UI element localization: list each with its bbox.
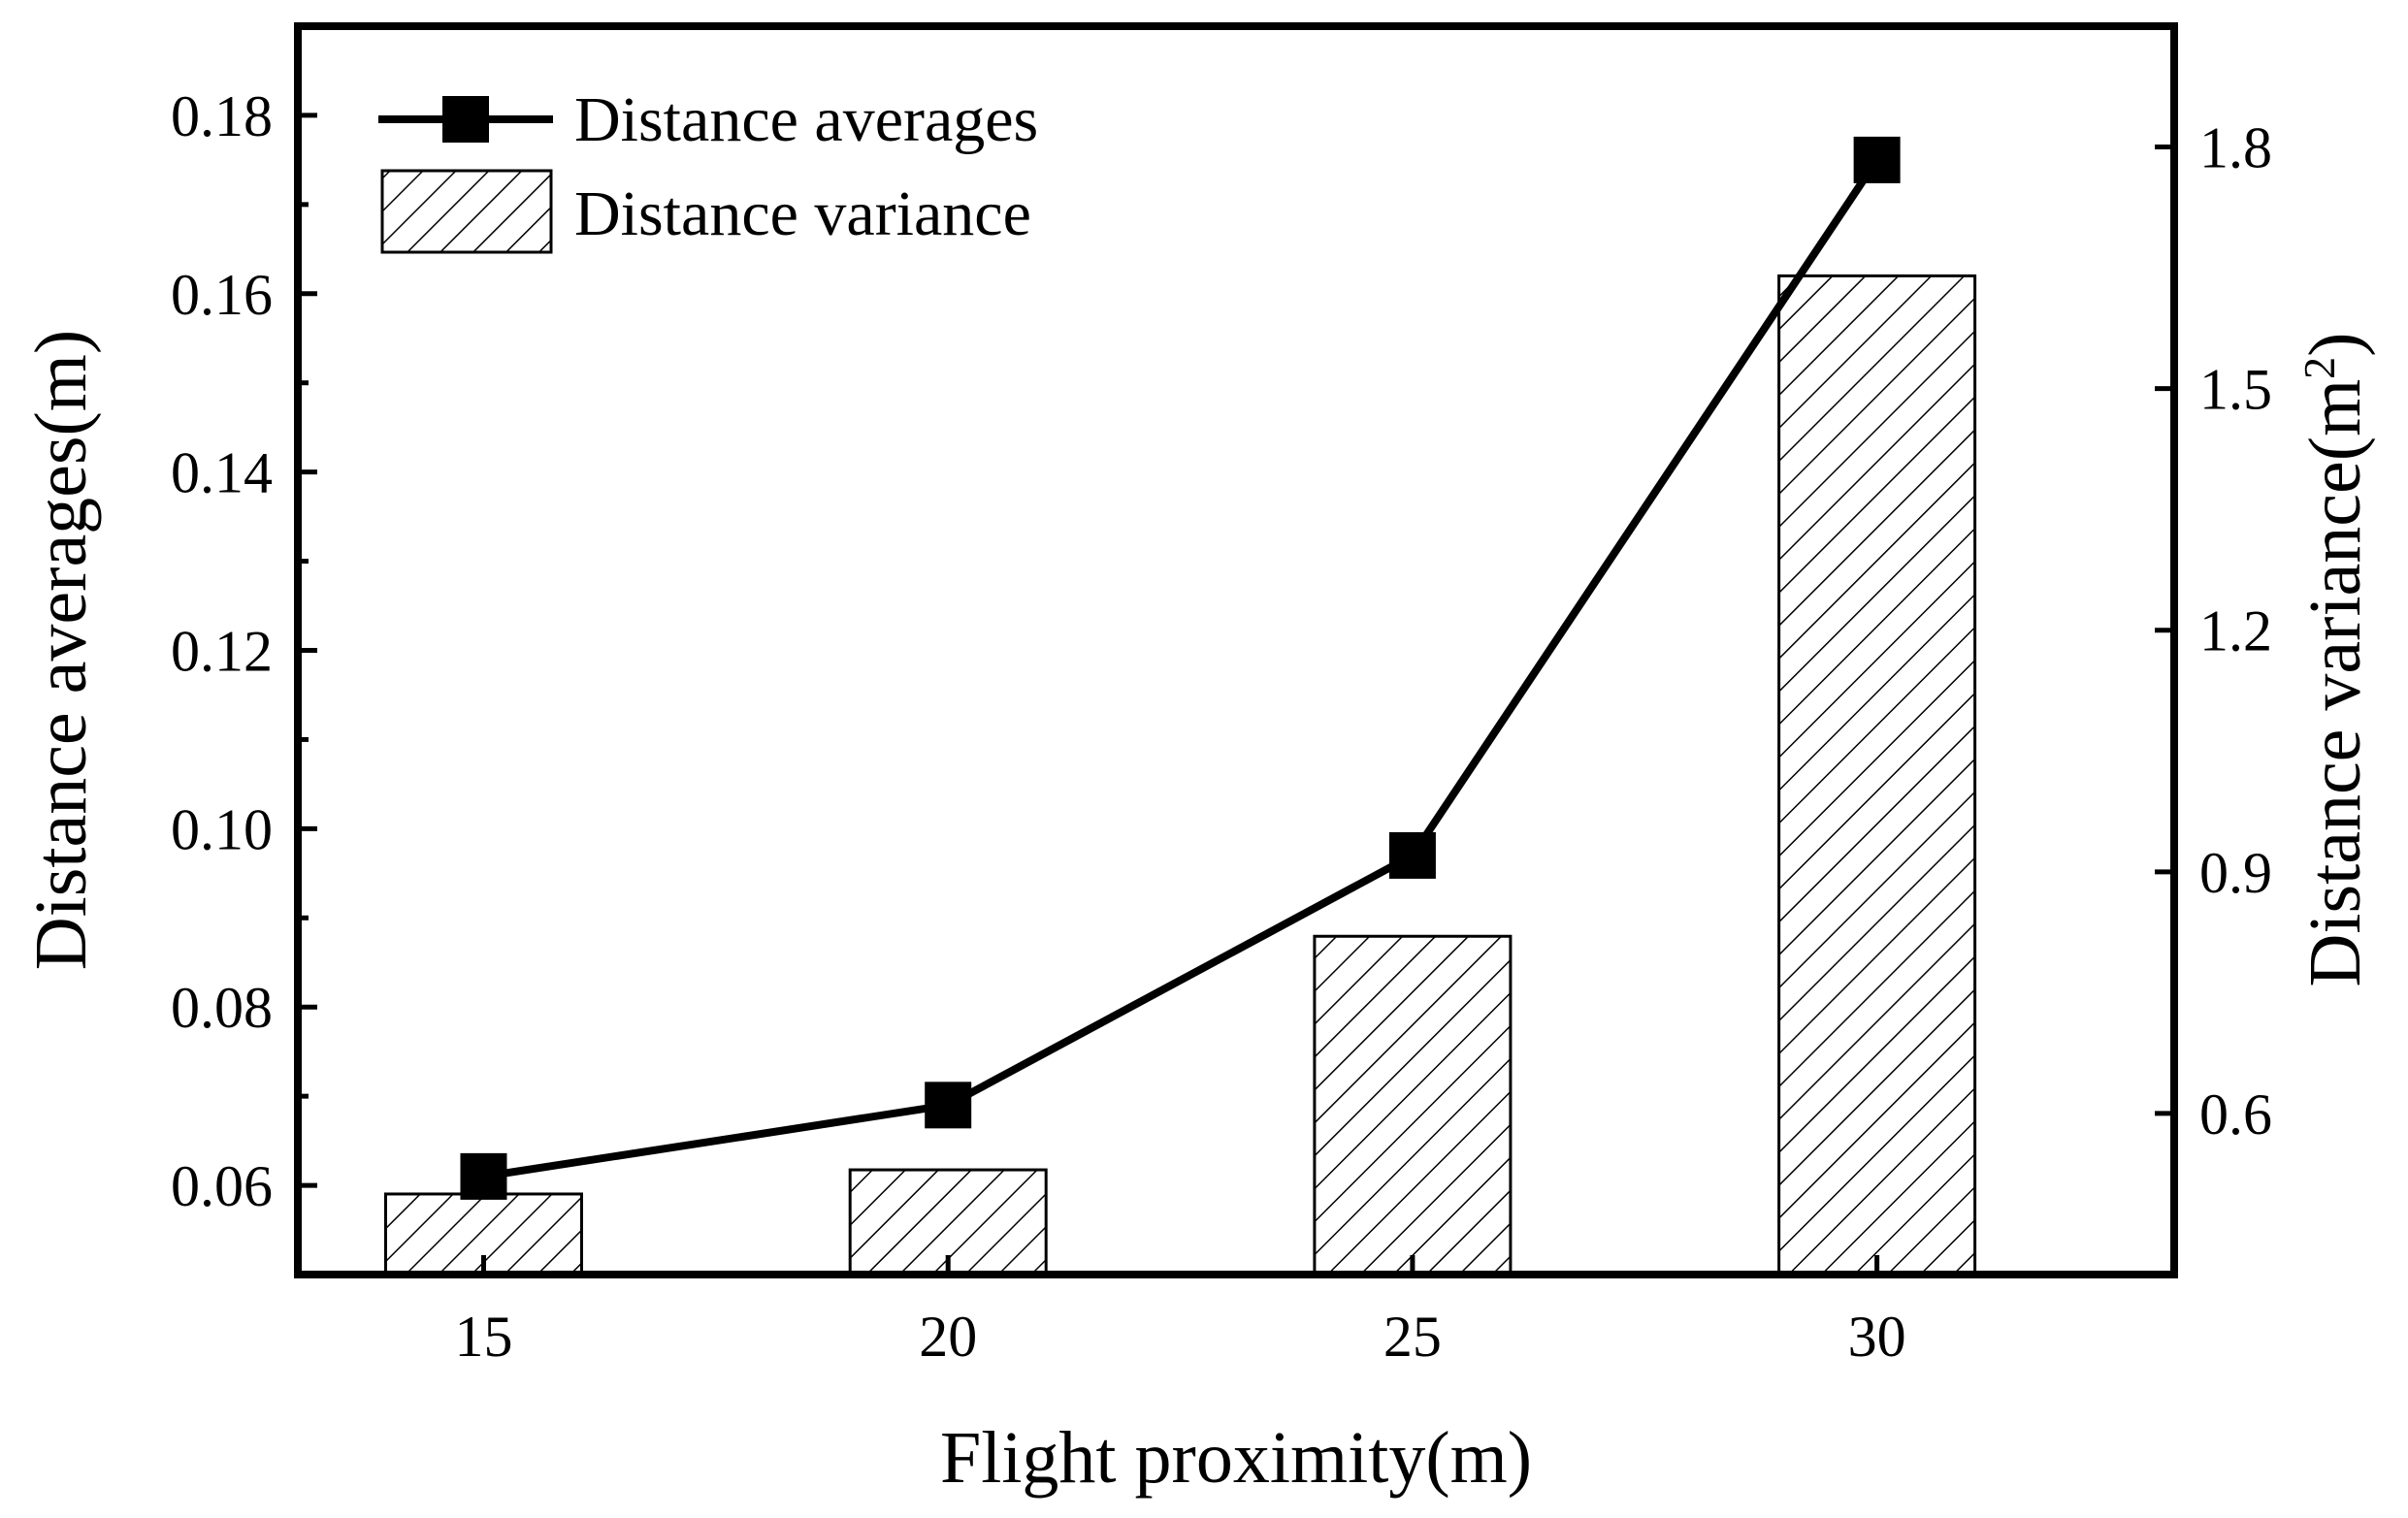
line-distance-averages [482, 157, 1880, 1180]
legend: Distance averages Distance variance [378, 84, 1038, 254]
x-ticks: 15 20 25 30 [454, 1255, 1906, 1369]
plot-frame [294, 22, 2178, 1278]
left-tick-label: 0.18 [171, 84, 273, 148]
legend-label-averages: Distance averages [574, 84, 1038, 155]
right-tick-label: 0.9 [2199, 841, 2272, 905]
left-tick-label: 0.06 [171, 1154, 273, 1218]
marker-averages-15 [460, 1152, 507, 1200]
right-tick-label: 1.2 [2199, 599, 2272, 663]
x-tick-label: 30 [1848, 1305, 1906, 1369]
marker-averages-30 [1853, 136, 1901, 183]
line-layer [460, 136, 1901, 1200]
right-axis-title-close: ) [2294, 333, 2376, 357]
left-tick-label: 0.14 [171, 441, 273, 505]
left-axis-title: Distance averages(m) [20, 330, 102, 970]
legend-label-variance: Distance variance [574, 178, 1031, 249]
right-axis-title-base: Distance variance(m [2294, 379, 2376, 987]
legend-entry-averages: Distance averages [378, 84, 1038, 155]
left-tick-label: 0.12 [171, 620, 273, 684]
marker-averages-20 [925, 1082, 972, 1129]
x-tick-label: 15 [454, 1305, 512, 1369]
x-tick-label: 25 [1383, 1305, 1442, 1369]
right-tick-label: 1.8 [2199, 116, 2272, 180]
left-tick-label: 0.08 [171, 976, 273, 1040]
marker-averages-25 [1388, 831, 1436, 879]
legend-square-marker [442, 96, 489, 143]
left-axis-ticks: 0.06 0.08 0.10 0.12 0.14 0.16 0.18 [171, 84, 317, 1218]
left-tick-label: 0.16 [171, 263, 273, 327]
right-tick-label: 0.6 [2199, 1082, 2272, 1147]
right-axis-title: Distance variance(m2) [2294, 333, 2376, 987]
right-axis-title-superscript: 2 [2294, 357, 2344, 379]
bar-variance-25 [1313, 934, 1513, 1276]
right-tick-label: 1.5 [2199, 358, 2272, 422]
bars-layer [383, 274, 1977, 1276]
legend-hatch-swatch [380, 169, 553, 254]
x-tick-label: 20 [919, 1305, 977, 1369]
left-tick-label: 0.10 [171, 797, 273, 861]
x-axis-title: Flight proximity(m) [940, 1417, 1532, 1499]
legend-entry-variance: Distance variance [380, 169, 1031, 254]
bar-variance-30 [1777, 274, 1977, 1276]
right-axis-ticks: 0.6 0.9 1.2 1.5 1.8 [2155, 116, 2272, 1147]
